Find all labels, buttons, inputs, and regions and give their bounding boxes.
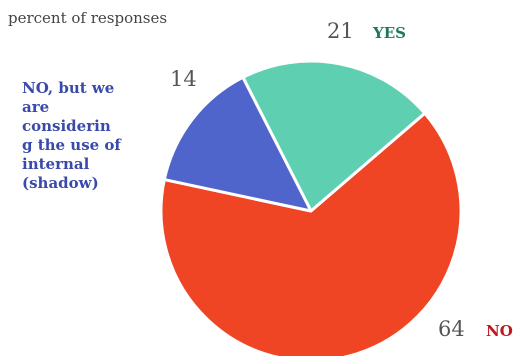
pie-slice-yes [241,59,427,213]
slice-value-shadow: 14 [170,67,197,91]
pie-slice-no [159,111,463,356]
slice-value-yes: 21 [327,19,354,43]
slice-label-yes: YES [373,24,406,42]
slice-label-no: NO [486,322,513,340]
chart-subtitle: percent of responses [8,9,168,27]
slice-value-no: 64 [438,317,465,341]
slice-label-shadow: NO, but we are considerin g the use of i… [22,79,121,192]
pie-slice-shadow [162,75,313,213]
